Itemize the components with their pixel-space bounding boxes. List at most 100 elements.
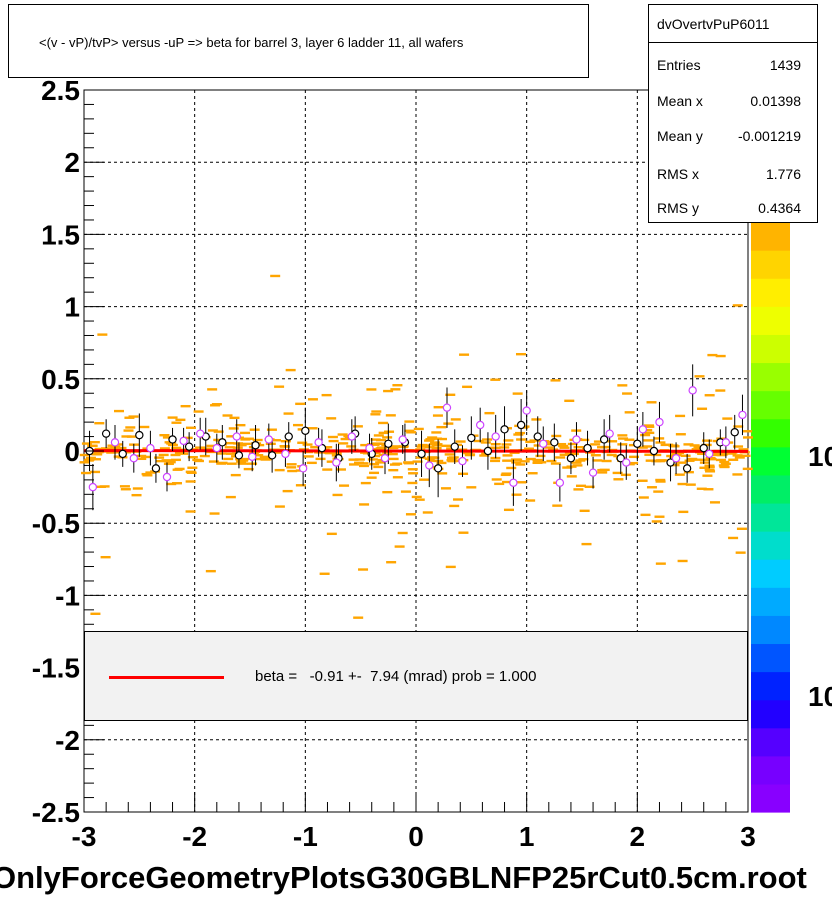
histogram-bin xyxy=(579,509,590,513)
profile-black-marker xyxy=(284,432,293,441)
profile-magenta-marker xyxy=(509,478,518,487)
stat-value: -0.001219 xyxy=(737,128,801,144)
palette-cell xyxy=(751,559,790,588)
profile-black-marker xyxy=(682,464,692,473)
histogram-bin xyxy=(116,446,127,450)
histogram-bin xyxy=(529,439,540,442)
histogram-bin xyxy=(353,616,364,619)
histogram-bin xyxy=(90,470,101,474)
histogram-bin xyxy=(645,459,656,462)
histogram-bin xyxy=(375,447,386,450)
histogram-bin xyxy=(125,426,136,429)
y-tick-label: 2.5 xyxy=(41,75,80,106)
histogram-bin xyxy=(158,453,169,457)
histogram-bin xyxy=(573,488,584,491)
histogram-bin xyxy=(384,430,395,433)
histogram-bin xyxy=(694,375,705,378)
histogram-bin xyxy=(283,412,294,415)
profile-black-marker xyxy=(384,439,393,448)
histogram-bin xyxy=(646,401,657,404)
histogram-bin xyxy=(479,454,490,457)
histogram-bin xyxy=(211,403,222,406)
histogram-bin xyxy=(592,459,603,462)
histogram-bin xyxy=(322,468,333,471)
histogram-bin xyxy=(709,501,720,504)
histogram-bin xyxy=(425,438,436,441)
histogram-bin xyxy=(510,458,521,461)
histogram-bin xyxy=(704,468,715,471)
profile-black-marker xyxy=(267,451,277,460)
histogram-bin xyxy=(503,508,514,512)
profile-magenta-marker xyxy=(442,403,452,412)
histogram-bin xyxy=(270,274,281,278)
histogram-bin xyxy=(392,384,403,387)
histogram-bin xyxy=(385,414,396,417)
histogram-bin xyxy=(358,464,369,468)
histogram-bin xyxy=(567,442,578,446)
palette-cell xyxy=(751,222,790,251)
profile-magenta-marker xyxy=(110,438,120,447)
histogram-bin xyxy=(622,392,633,395)
histogram-bin xyxy=(120,488,131,491)
histogram-bin xyxy=(279,444,290,448)
histogram-bin xyxy=(710,453,721,457)
histogram-bin xyxy=(484,411,495,415)
palette-cell xyxy=(751,278,790,307)
histogram-bin xyxy=(128,415,139,418)
y-tick-label: 1.5 xyxy=(41,219,80,250)
histogram-bin xyxy=(252,457,263,461)
histogram-bin xyxy=(154,456,165,459)
profile-magenta-marker xyxy=(179,436,188,446)
histogram-bin xyxy=(315,457,326,461)
histogram-bin xyxy=(373,465,384,469)
histogram-bin xyxy=(213,430,224,433)
profile-black-marker xyxy=(467,433,476,443)
histogram-bin xyxy=(689,444,700,447)
histogram-bin xyxy=(233,442,244,445)
y-tick-label: 0 xyxy=(64,436,80,467)
histogram-bin xyxy=(171,482,182,485)
histogram-bin xyxy=(455,440,466,443)
histogram-bin xyxy=(571,461,582,464)
profile-black-marker xyxy=(500,425,509,434)
profile-black-marker xyxy=(566,454,576,463)
stat-label: Mean x xyxy=(657,93,703,109)
histogram-bin xyxy=(360,481,371,485)
histogram-bin xyxy=(185,510,196,513)
histogram-bin xyxy=(638,496,649,499)
histogram-bin xyxy=(624,411,635,414)
histogram-bin xyxy=(286,466,297,469)
histogram-bin xyxy=(617,443,628,446)
y-tick-label: 0.5 xyxy=(41,364,80,395)
histogram-bin xyxy=(613,478,624,481)
histogram-bin xyxy=(140,455,151,459)
histogram-bin xyxy=(293,423,304,427)
profile-black-marker xyxy=(699,443,708,453)
profile-magenta-marker xyxy=(347,432,357,441)
histogram-bin xyxy=(738,448,749,451)
histogram-bin xyxy=(223,457,234,461)
histogram-bin xyxy=(375,438,386,442)
profile-magenta-marker xyxy=(539,439,548,448)
profile-black-marker xyxy=(151,464,161,473)
histogram-bin xyxy=(566,465,577,468)
histogram-bin xyxy=(699,461,710,464)
histogram-bin xyxy=(535,454,546,458)
histogram-bin xyxy=(473,439,484,443)
histogram-bin xyxy=(346,445,357,448)
histogram-bin xyxy=(704,394,715,397)
histogram-bin xyxy=(348,458,359,461)
palette-cell xyxy=(751,474,790,504)
histogram-bin xyxy=(79,453,90,457)
histogram-bin xyxy=(297,441,308,444)
histogram-bin xyxy=(674,473,685,476)
histogram-bin xyxy=(358,462,369,465)
histogram-bin xyxy=(359,503,370,506)
histogram-bin xyxy=(715,458,726,462)
histogram-bin xyxy=(382,490,393,494)
histogram-bin xyxy=(482,438,493,441)
x-tick-label: 2 xyxy=(630,821,646,852)
histogram-bin xyxy=(270,439,281,442)
stat-value: 1.776 xyxy=(765,166,801,182)
histogram-bin xyxy=(339,484,350,487)
